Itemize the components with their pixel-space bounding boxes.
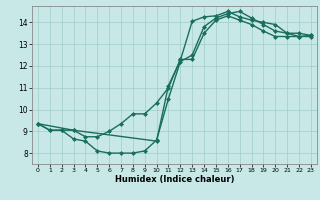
X-axis label: Humidex (Indice chaleur): Humidex (Indice chaleur) (115, 175, 234, 184)
